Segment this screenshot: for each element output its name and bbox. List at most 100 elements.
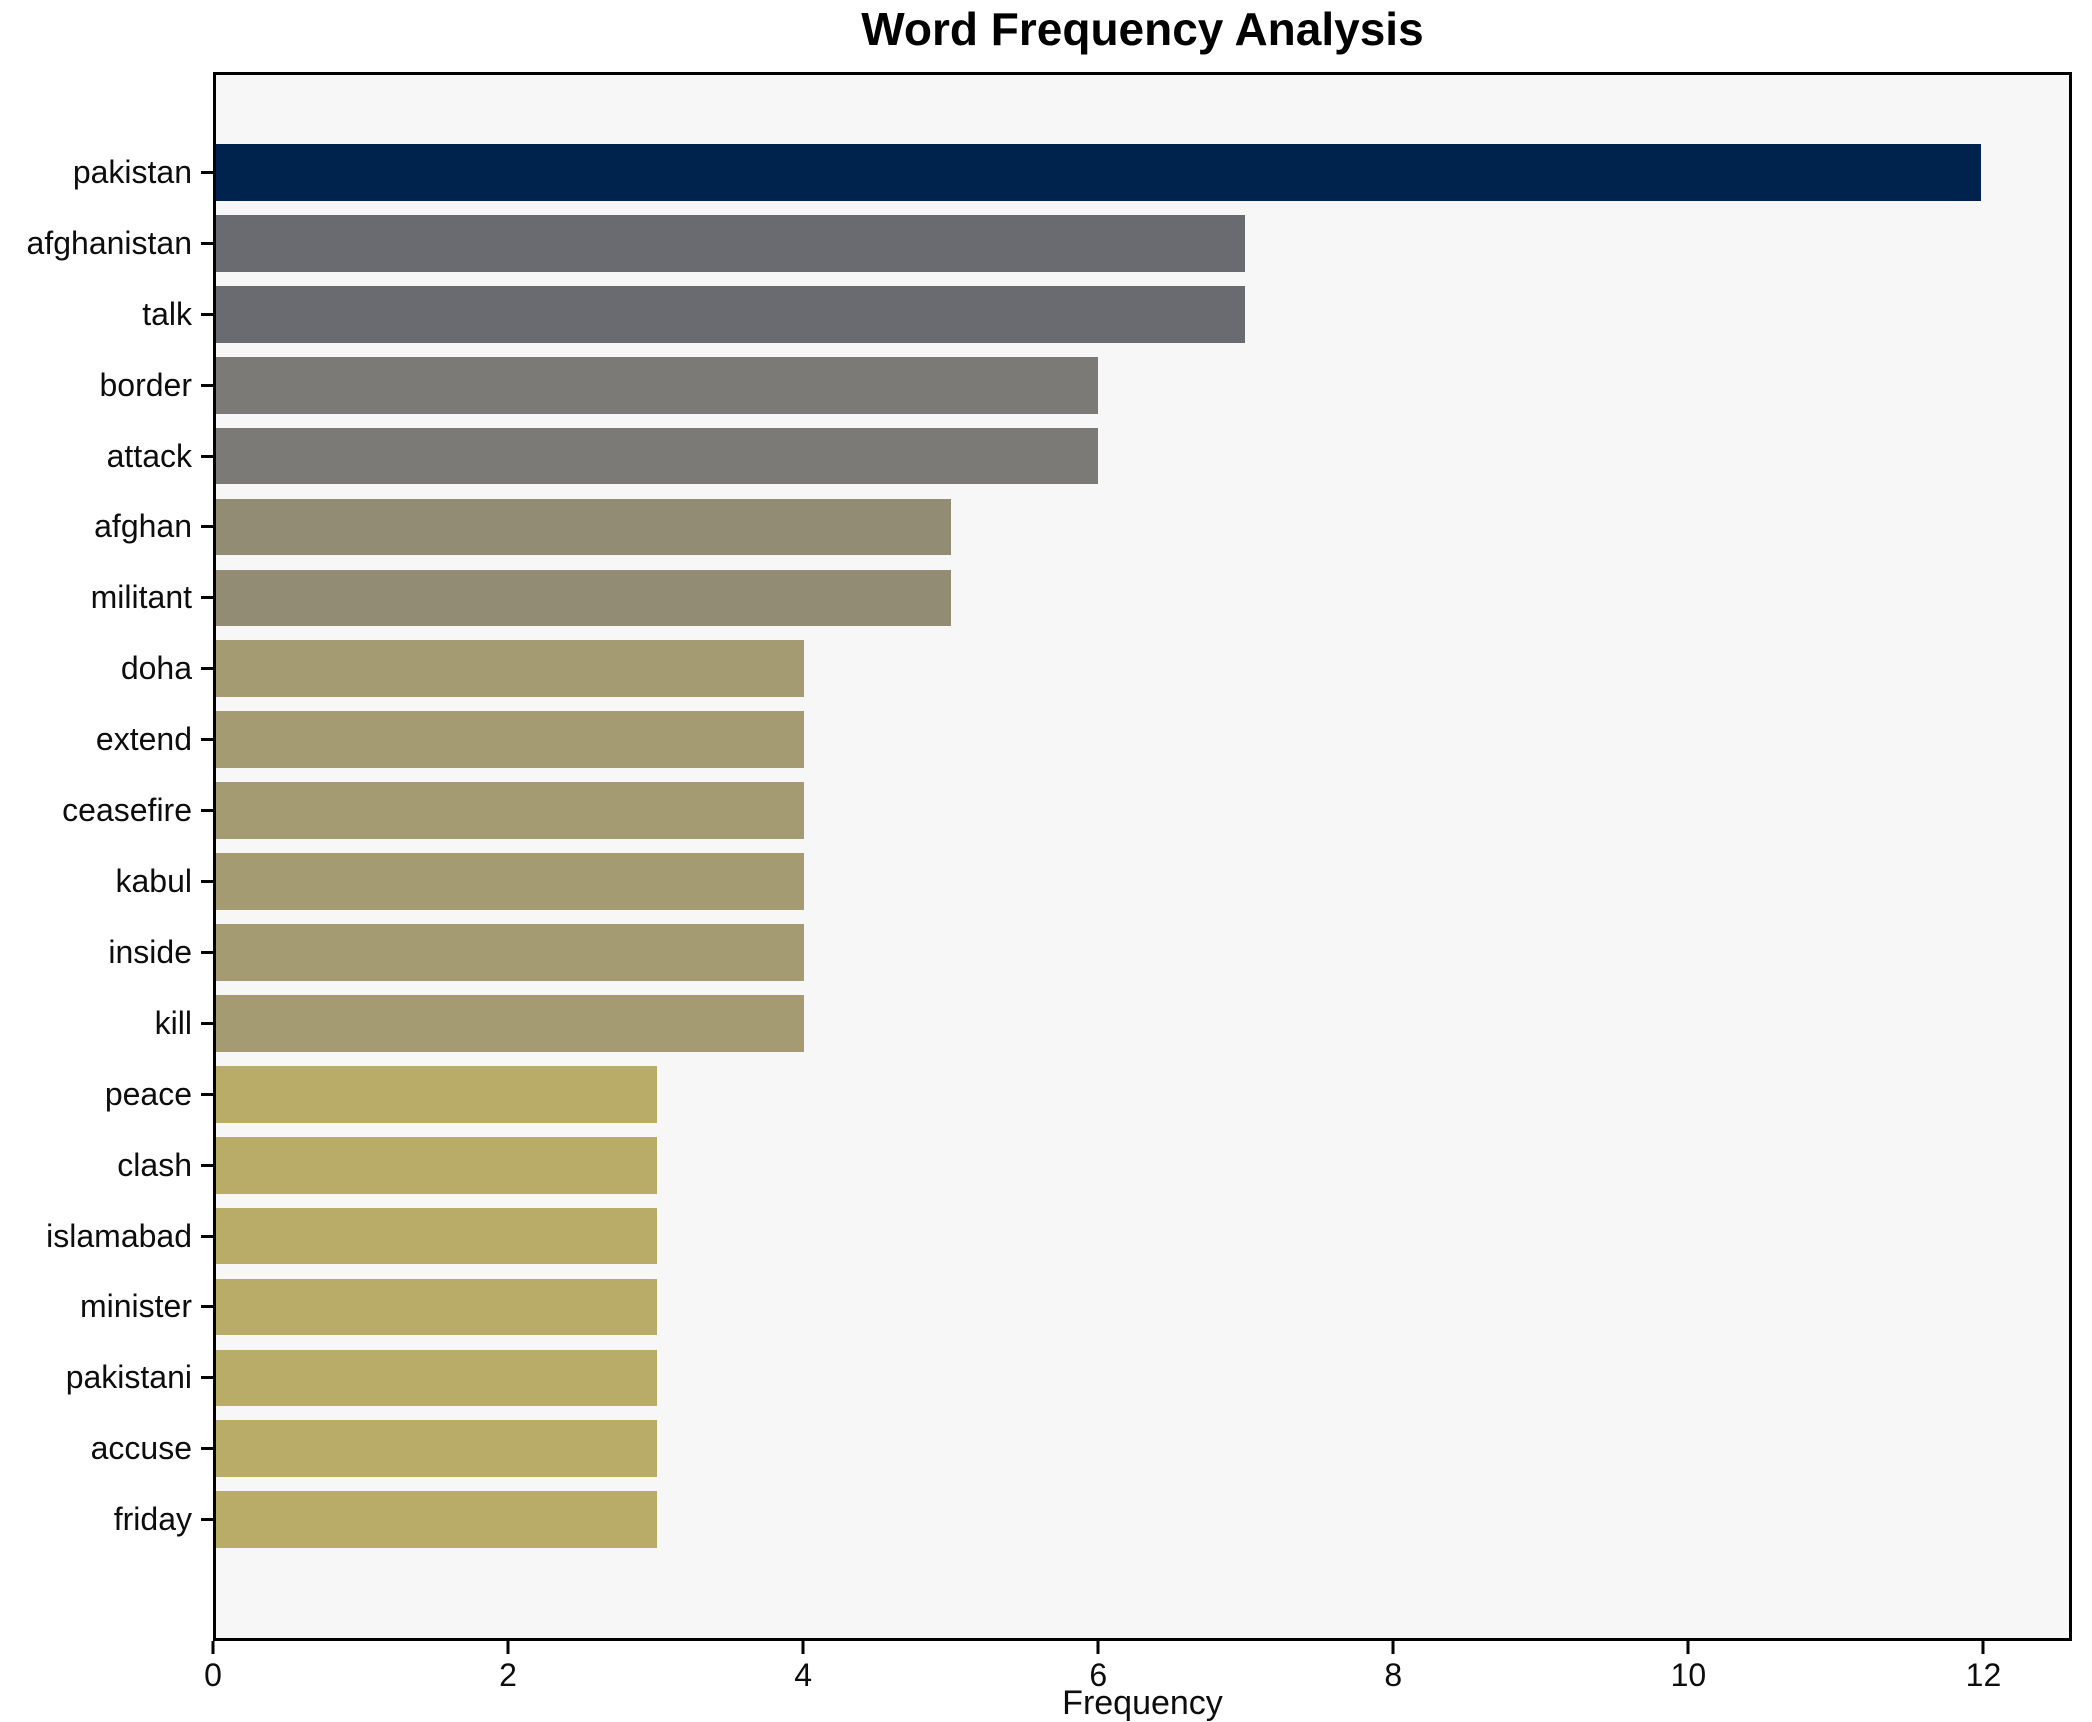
bar-islamabad — [216, 1207, 658, 1265]
y-tick-mark — [201, 1305, 213, 1309]
y-tick-row: inside — [0, 917, 213, 988]
y-tick-mark — [201, 667, 213, 671]
y-tick-row: afghanistan — [0, 208, 213, 279]
y-tick-mark — [201, 1447, 213, 1451]
y-tick-row: talk — [0, 279, 213, 350]
x-tick-mark — [1391, 1641, 1395, 1654]
x-axis-title: Frequency — [1062, 1684, 1223, 1722]
y-tick-label-clash: clash — [117, 1146, 192, 1183]
bar-row — [216, 1342, 2069, 1413]
x-axis: 0 2 4 6 8 10 12 — [204, 1641, 2072, 1721]
x-tick-label-12: 12 — [1965, 1657, 2002, 1693]
x-tick-mark — [801, 1641, 805, 1654]
y-tick-label-pakistan: pakistan — [72, 153, 192, 190]
bar-talk — [216, 285, 1246, 343]
bar-row — [216, 775, 2069, 846]
y-tick-row: kill — [0, 988, 213, 1059]
y-tick-mark — [201, 383, 213, 387]
y-tick-label-extend: extend — [95, 721, 192, 758]
bar-ceasefire — [216, 782, 805, 839]
y-tick-mark — [201, 170, 213, 174]
y-tick-label-talk: talk — [142, 295, 192, 332]
bar-row — [216, 137, 2069, 208]
y-tick-mark — [201, 312, 213, 316]
bar-row — [216, 562, 2069, 633]
y-tick-mark — [201, 596, 213, 600]
y-tick-row: peace — [0, 1059, 213, 1130]
y-tick-mark — [201, 738, 213, 742]
bar-row — [216, 279, 2069, 350]
y-tick-row: islamabad — [0, 1201, 213, 1272]
y-tick-row: militant — [0, 562, 213, 633]
bar-row — [216, 704, 2069, 775]
y-tick-label-minister: minister — [79, 1288, 192, 1325]
x-tick-label-8: 8 — [1384, 1657, 1403, 1693]
bar-kill — [216, 994, 805, 1052]
y-tick-row: clash — [0, 1130, 213, 1201]
bar-row — [216, 1059, 2069, 1130]
y-axis-labels: pakistan afghanistan talk border attack afgha… — [0, 137, 213, 1555]
bar-extend — [216, 711, 805, 769]
bar-doha — [216, 640, 805, 698]
x-tick-mark — [1096, 1641, 1100, 1654]
y-tick-row: border — [0, 350, 213, 421]
bar-row — [216, 208, 2069, 279]
y-tick-label-islamabad: islamabad — [46, 1217, 192, 1254]
y-tick-mark — [201, 880, 213, 884]
y-tick-label-afghan: afghan — [94, 508, 192, 545]
bar-pakistan — [216, 144, 1981, 201]
x-tick-label-2: 2 — [499, 1657, 517, 1693]
y-tick-mark — [201, 1092, 213, 1096]
bar-clash — [216, 1136, 658, 1194]
y-tick-label-border: border — [99, 366, 193, 403]
bar-row — [216, 1130, 2069, 1201]
bar-border — [216, 356, 1099, 414]
bar-minister — [216, 1278, 658, 1336]
y-tick-row: pakistani — [0, 1342, 213, 1413]
y-tick-row: minister — [0, 1272, 213, 1343]
x-tick-label-0: 0 — [204, 1657, 222, 1693]
x-tick-label-4: 4 — [794, 1657, 813, 1693]
y-tick-label-afghanistan: afghanistan — [26, 224, 192, 261]
bar-attack — [216, 427, 1099, 485]
y-tick-label-doha: doha — [120, 650, 192, 687]
y-tick-label-kill: kill — [154, 1004, 192, 1041]
y-tick-mark — [201, 454, 213, 458]
y-tick-mark — [201, 950, 213, 954]
x-tick-mark — [506, 1641, 510, 1654]
bar-row — [216, 988, 2069, 1059]
y-tick-row: ceasefire — [0, 775, 213, 846]
bar-row — [216, 1484, 2069, 1555]
y-tick-mark — [201, 1021, 213, 1025]
bar-militant — [216, 569, 952, 627]
y-tick-mark — [201, 1518, 213, 1522]
bar-row — [216, 1201, 2069, 1272]
y-tick-label-peace: peace — [104, 1075, 192, 1112]
bar-row — [216, 421, 2069, 492]
y-tick-label-inside: inside — [108, 933, 192, 970]
bar-accuse — [216, 1420, 658, 1478]
bar-row — [216, 917, 2069, 988]
y-tick-label-kabul: kabul — [115, 863, 193, 900]
bar-row — [216, 633, 2069, 704]
y-tick-row: afghan — [0, 492, 213, 563]
bars — [216, 137, 2069, 1555]
bar-row — [216, 492, 2069, 563]
y-tick-label-attack: attack — [106, 437, 192, 474]
x-tick-label-6: 6 — [1089, 1657, 1108, 1693]
y-tick-row: kabul — [0, 846, 213, 917]
y-tick-row: pakistan — [0, 137, 213, 208]
y-tick-mark — [201, 1376, 213, 1380]
y-tick-label-accuse: accuse — [90, 1430, 192, 1467]
x-tick-mark — [1686, 1641, 1690, 1654]
bar-row — [216, 1413, 2069, 1484]
bar-friday — [216, 1491, 658, 1549]
bar-row — [216, 1272, 2069, 1343]
y-tick-label-pakistani: pakistani — [65, 1359, 192, 1396]
y-tick-row: doha — [0, 633, 213, 704]
y-tick-mark — [201, 241, 213, 245]
y-tick-label-ceasefire: ceasefire — [62, 792, 192, 829]
y-tick-mark — [201, 1163, 213, 1167]
y-tick-row: friday — [0, 1484, 213, 1555]
